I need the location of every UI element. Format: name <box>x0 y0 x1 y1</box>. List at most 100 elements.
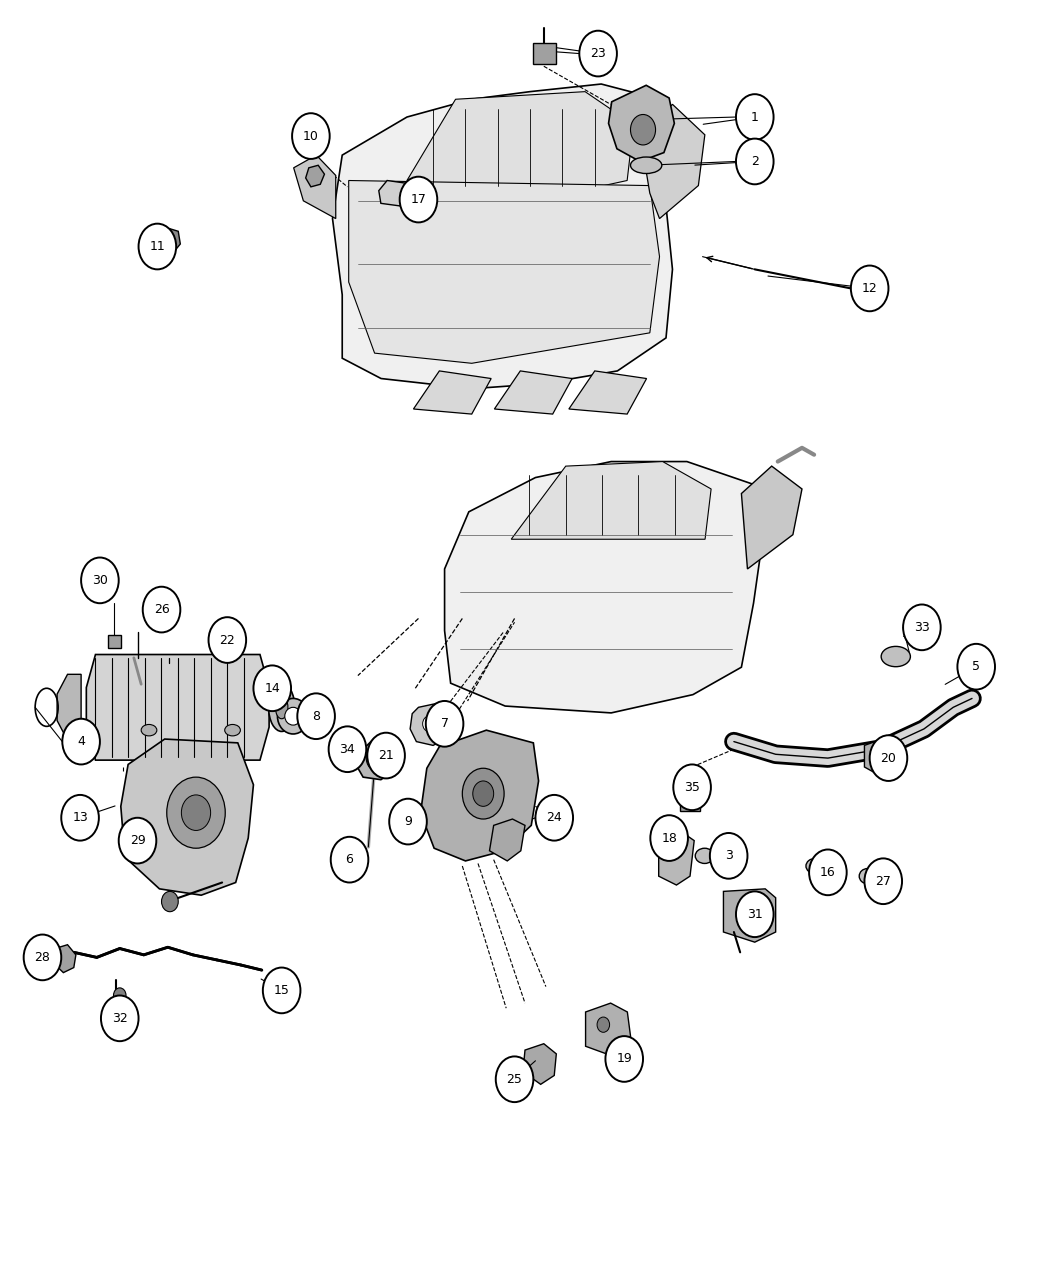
Polygon shape <box>741 467 802 569</box>
Text: 12: 12 <box>862 282 878 295</box>
Text: 7: 7 <box>441 718 448 731</box>
Circle shape <box>182 794 211 830</box>
Circle shape <box>62 719 100 765</box>
Circle shape <box>139 223 176 269</box>
Text: 6: 6 <box>345 853 354 866</box>
Text: 16: 16 <box>820 866 836 878</box>
Text: 23: 23 <box>590 47 606 60</box>
Circle shape <box>580 31 617 76</box>
Circle shape <box>423 717 435 732</box>
Circle shape <box>297 694 335 739</box>
Circle shape <box>81 557 119 603</box>
FancyBboxPatch shape <box>533 43 556 64</box>
Circle shape <box>864 858 902 904</box>
Circle shape <box>710 833 748 878</box>
Ellipse shape <box>141 724 156 736</box>
Text: 14: 14 <box>265 682 280 695</box>
Circle shape <box>400 177 437 222</box>
Circle shape <box>329 727 366 773</box>
Polygon shape <box>349 181 659 363</box>
Circle shape <box>262 968 300 1014</box>
Polygon shape <box>658 830 694 885</box>
Ellipse shape <box>269 683 295 732</box>
Circle shape <box>319 720 330 733</box>
Polygon shape <box>723 889 776 942</box>
Circle shape <box>597 1017 610 1033</box>
Circle shape <box>536 794 573 840</box>
Circle shape <box>143 586 181 632</box>
Circle shape <box>496 1057 533 1102</box>
Circle shape <box>24 935 61 980</box>
Text: 33: 33 <box>914 621 929 634</box>
Circle shape <box>357 849 367 862</box>
Polygon shape <box>640 105 705 218</box>
Polygon shape <box>523 1044 556 1084</box>
Polygon shape <box>356 740 400 780</box>
Polygon shape <box>86 654 269 760</box>
Text: 5: 5 <box>972 660 981 673</box>
Polygon shape <box>163 228 181 252</box>
Ellipse shape <box>881 646 910 667</box>
Polygon shape <box>421 731 539 861</box>
Polygon shape <box>411 704 449 746</box>
Polygon shape <box>511 462 711 539</box>
Text: 10: 10 <box>303 130 319 143</box>
Polygon shape <box>121 740 253 895</box>
Circle shape <box>426 701 463 747</box>
Polygon shape <box>407 92 633 200</box>
Polygon shape <box>495 371 572 414</box>
Polygon shape <box>333 84 672 389</box>
Ellipse shape <box>859 868 876 884</box>
Circle shape <box>253 666 291 711</box>
Text: 3: 3 <box>724 849 733 862</box>
Polygon shape <box>52 945 76 973</box>
Text: 2: 2 <box>751 156 759 168</box>
Text: 26: 26 <box>153 603 169 616</box>
Circle shape <box>61 794 99 840</box>
Polygon shape <box>306 166 324 187</box>
Text: 19: 19 <box>616 1052 632 1066</box>
Circle shape <box>366 746 387 771</box>
Circle shape <box>101 996 139 1042</box>
Text: 22: 22 <box>219 634 235 646</box>
Text: 27: 27 <box>876 875 891 887</box>
Circle shape <box>331 836 369 882</box>
Text: 30: 30 <box>92 574 108 586</box>
Text: 11: 11 <box>149 240 165 252</box>
Ellipse shape <box>630 157 662 173</box>
Text: 21: 21 <box>378 748 394 762</box>
Circle shape <box>736 139 774 185</box>
Circle shape <box>673 765 711 810</box>
Circle shape <box>113 988 126 1003</box>
Circle shape <box>630 115 655 145</box>
Ellipse shape <box>275 696 288 719</box>
Ellipse shape <box>806 858 824 873</box>
Polygon shape <box>586 1003 631 1054</box>
Circle shape <box>606 1037 643 1081</box>
Text: 29: 29 <box>129 834 145 847</box>
Text: 35: 35 <box>685 780 700 794</box>
Polygon shape <box>609 85 674 162</box>
Text: 4: 4 <box>77 736 85 748</box>
Text: 1: 1 <box>751 111 759 124</box>
Circle shape <box>810 849 846 895</box>
Circle shape <box>850 265 888 311</box>
Text: 32: 32 <box>112 1012 128 1025</box>
Circle shape <box>462 769 504 819</box>
Circle shape <box>903 604 941 650</box>
Polygon shape <box>379 181 408 205</box>
Polygon shape <box>489 819 525 861</box>
Text: 34: 34 <box>339 743 355 756</box>
Ellipse shape <box>285 708 301 725</box>
Circle shape <box>437 722 445 732</box>
Text: 13: 13 <box>72 811 88 824</box>
Circle shape <box>292 113 330 159</box>
Circle shape <box>736 891 774 937</box>
Circle shape <box>368 733 405 779</box>
Circle shape <box>736 94 774 140</box>
Ellipse shape <box>225 724 240 736</box>
Text: 17: 17 <box>411 193 426 207</box>
Polygon shape <box>57 674 81 741</box>
Polygon shape <box>414 371 491 414</box>
Text: 8: 8 <box>312 710 320 723</box>
